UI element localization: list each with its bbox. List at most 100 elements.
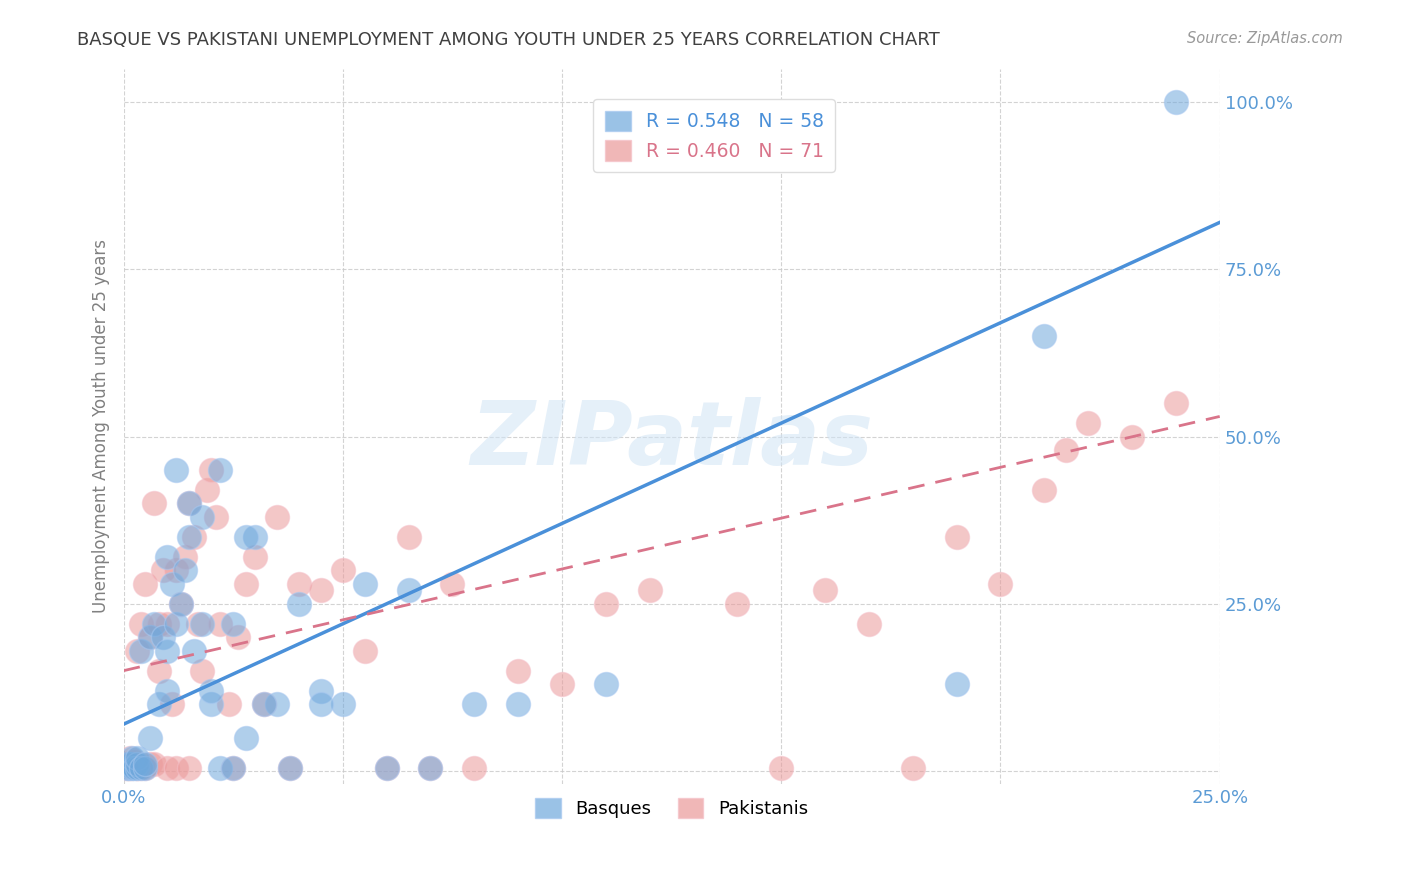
Point <box>169 597 191 611</box>
Point <box>353 576 375 591</box>
Point <box>148 664 170 678</box>
Point <box>508 697 530 711</box>
Point <box>508 664 530 678</box>
Point <box>121 761 143 775</box>
Point <box>124 754 146 768</box>
Point <box>129 616 152 631</box>
Point <box>990 576 1012 591</box>
Point <box>266 509 288 524</box>
Point <box>353 643 375 657</box>
Point <box>134 757 156 772</box>
Point <box>120 757 142 772</box>
Point <box>309 697 332 711</box>
Point <box>191 664 214 678</box>
Point <box>1164 95 1187 109</box>
Point <box>191 509 214 524</box>
Point <box>156 616 179 631</box>
Point <box>165 761 187 775</box>
Legend: Basques, Pakistanis: Basques, Pakistanis <box>529 791 815 825</box>
Point <box>148 697 170 711</box>
Text: Source: ZipAtlas.com: Source: ZipAtlas.com <box>1187 31 1343 46</box>
Point <box>332 697 354 711</box>
Point <box>152 630 174 644</box>
Point <box>129 761 152 775</box>
Point <box>266 697 288 711</box>
Point <box>187 616 209 631</box>
Point <box>1033 329 1056 343</box>
Point <box>463 697 485 711</box>
Point <box>134 761 156 775</box>
Point <box>143 496 166 510</box>
Point <box>235 731 257 745</box>
Point <box>174 549 197 564</box>
Point <box>253 697 276 711</box>
Text: BASQUE VS PAKISTANI UNEMPLOYMENT AMONG YOUTH UNDER 25 YEARS CORRELATION CHART: BASQUE VS PAKISTANI UNEMPLOYMENT AMONG Y… <box>77 31 941 49</box>
Point <box>156 761 179 775</box>
Point <box>226 630 249 644</box>
Point <box>278 761 301 775</box>
Point <box>858 616 880 631</box>
Point <box>200 697 222 711</box>
Point <box>148 616 170 631</box>
Point <box>222 616 245 631</box>
Point <box>139 630 162 644</box>
Point <box>134 576 156 591</box>
Point <box>120 750 142 764</box>
Point <box>125 761 148 775</box>
Point <box>129 643 152 657</box>
Point <box>152 563 174 577</box>
Point <box>125 750 148 764</box>
Point <box>139 731 162 745</box>
Point <box>288 576 311 591</box>
Point <box>770 761 793 775</box>
Point <box>243 530 266 544</box>
Point <box>139 630 162 644</box>
Point <box>235 576 257 591</box>
Point <box>179 530 201 544</box>
Point <box>208 463 231 477</box>
Point <box>222 761 245 775</box>
Point <box>253 697 276 711</box>
Point <box>117 757 139 772</box>
Point <box>195 483 218 497</box>
Point <box>278 761 301 775</box>
Point <box>235 530 257 544</box>
Point <box>129 761 152 775</box>
Point <box>463 761 485 775</box>
Point <box>156 549 179 564</box>
Point <box>179 496 201 510</box>
Point <box>204 509 226 524</box>
Y-axis label: Unemployment Among Youth under 25 years: Unemployment Among Youth under 25 years <box>93 239 110 614</box>
Point <box>165 563 187 577</box>
Point <box>117 757 139 772</box>
Point <box>288 597 311 611</box>
Point <box>222 761 245 775</box>
Point <box>125 757 148 772</box>
Point <box>169 597 191 611</box>
Point <box>945 677 967 691</box>
Point <box>121 757 143 772</box>
Point <box>901 761 924 775</box>
Point <box>160 697 183 711</box>
Point <box>309 583 332 598</box>
Point <box>125 761 148 775</box>
Text: ZIPatlas: ZIPatlas <box>470 397 873 484</box>
Point <box>419 761 441 775</box>
Point <box>134 761 156 775</box>
Point <box>156 643 179 657</box>
Point <box>179 761 201 775</box>
Point <box>183 530 205 544</box>
Point <box>375 761 398 775</box>
Point <box>165 463 187 477</box>
Point <box>115 761 138 775</box>
Point <box>165 616 187 631</box>
Point <box>441 576 464 591</box>
Point <box>398 583 420 598</box>
Point <box>124 761 146 775</box>
Point <box>191 616 214 631</box>
Point <box>125 643 148 657</box>
Point <box>114 761 136 775</box>
Point <box>814 583 837 598</box>
Point <box>118 761 141 775</box>
Point <box>179 496 201 510</box>
